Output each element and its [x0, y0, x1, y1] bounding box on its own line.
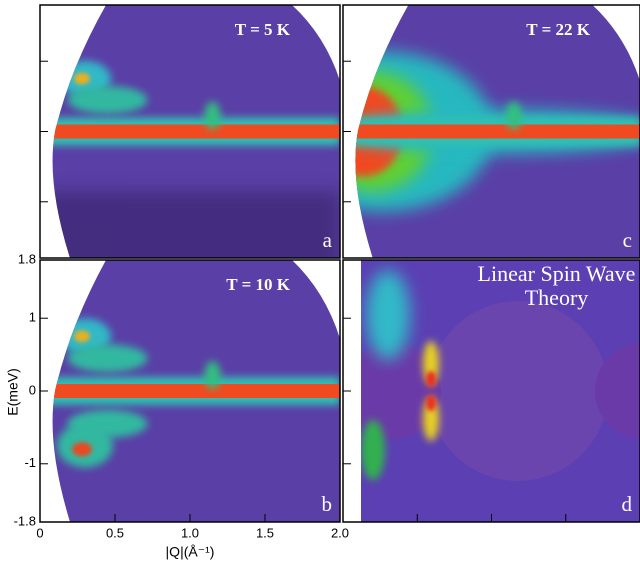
x-tick-label: 1.0: [181, 525, 199, 540]
elastic-line: [52, 384, 340, 398]
panel-title: T = 5 K: [235, 20, 291, 39]
x-axis-label: |Q|(Å⁻¹): [166, 544, 215, 560]
x-tick-label: 0: [36, 525, 43, 540]
y-tick-label: 1.8: [18, 251, 36, 266]
cone: [595, 343, 640, 439]
intensity: [67, 344, 148, 373]
intensity: [426, 395, 436, 411]
intensity: [67, 85, 148, 114]
x-tick-label: 0.5: [106, 525, 124, 540]
panel-title: T = 22 K: [526, 20, 590, 39]
y-tick-label: 0: [29, 382, 36, 397]
panel-title-box: Linear Spin Wave Theory: [477, 262, 636, 310]
heatmap: [52, 260, 340, 522]
intensity: [423, 397, 439, 441]
x-tick-label: 2.0: [331, 525, 349, 540]
intensity: [204, 361, 221, 389]
intensity: [505, 101, 522, 130]
intensity: [366, 270, 410, 360]
cone: [428, 301, 608, 481]
panel-title: T = 10 K: [226, 275, 290, 294]
y-tick-label: -1.8: [14, 513, 36, 528]
intensity: [67, 409, 148, 438]
elastic-line: [355, 124, 640, 139]
panel-label: c: [623, 228, 632, 252]
intensity: [74, 330, 90, 343]
panel-label: a: [323, 228, 333, 252]
noise-floor: [52, 191, 340, 258]
y-tick-label: 1: [29, 310, 36, 325]
heatmap: [52, 5, 340, 258]
elastic-line: [52, 124, 340, 139]
intensity: [426, 371, 436, 387]
panel-label: b: [322, 492, 333, 516]
heatmap: [355, 5, 640, 258]
panel-title: Linear Spin Wave Theory: [477, 262, 636, 310]
heatmap: [361, 260, 640, 522]
intensity: [423, 341, 439, 385]
y-tick-label: -1: [24, 455, 36, 470]
intensity: [204, 101, 221, 130]
y-axis-label: E(meV): [5, 368, 21, 415]
intensity: [74, 72, 90, 85]
intensity: [361, 420, 385, 480]
intensity: [72, 442, 92, 457]
panel-label: d: [622, 492, 633, 516]
x-tick-label: 1.5: [256, 525, 274, 540]
cone: [361, 343, 441, 439]
